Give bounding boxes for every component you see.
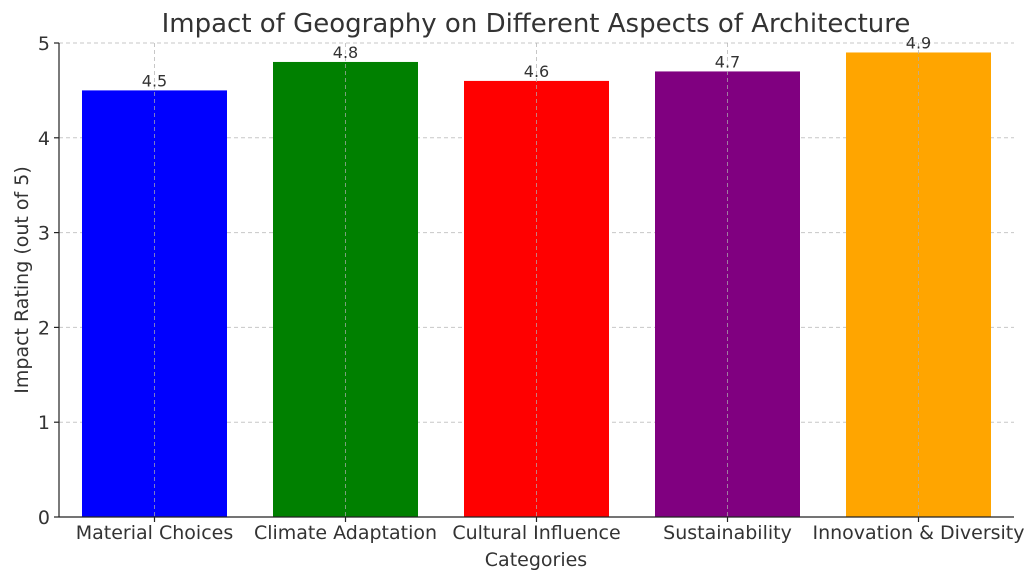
vertical-grid: [154, 43, 919, 517]
x-axis-label: Categories: [485, 549, 587, 571]
y-tick-label: 0: [38, 507, 50, 529]
x-tick-label: Climate Adaptation: [254, 522, 437, 544]
chart-title: Impact of Geography on Different Aspects…: [162, 9, 911, 39]
value-label: 4.7: [715, 52, 740, 71]
value-label: 4.6: [524, 62, 549, 81]
y-tick-label: 3: [38, 223, 50, 245]
y-axis-label: Impact Rating (out of 5): [11, 166, 33, 393]
x-tick-label: Material Choices: [76, 522, 233, 544]
value-label: 4.9: [906, 33, 931, 52]
labels: 0 1 2 3 4 5 Material Choices 4.5 Climate Adaptat…: [38, 33, 1024, 544]
x-tick-label: Cultural Influence: [452, 522, 620, 544]
y-tick-label: 5: [38, 33, 50, 55]
value-label: 4.5: [142, 71, 167, 90]
value-label: 4.8: [333, 43, 358, 62]
x-tick-label: Sustainability: [663, 522, 792, 544]
y-tick-label: 1: [38, 412, 50, 434]
y-tick-label: 2: [38, 317, 50, 339]
y-tick-label: 4: [38, 128, 50, 150]
axes: [54, 42, 1014, 522]
x-tick-label: Innovation & Diversity: [812, 522, 1024, 544]
